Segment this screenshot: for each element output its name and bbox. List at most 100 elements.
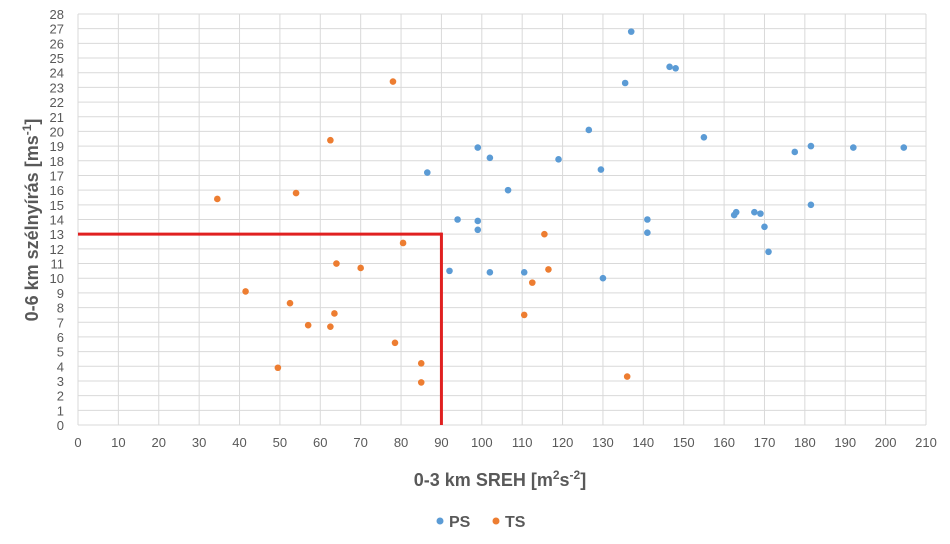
x-tick-label: 160 [713, 435, 735, 450]
y-tick-label: 25 [50, 51, 64, 66]
x-tick-label: 0 [74, 435, 81, 450]
point-ps [751, 208, 758, 216]
y-tick-label: 22 [50, 95, 64, 110]
y-tick-label: 28 [50, 7, 64, 22]
x-tick-label: 80 [394, 435, 408, 450]
point-ps [474, 226, 482, 234]
legend-marker-ps [436, 517, 444, 525]
point-ts [292, 189, 300, 197]
x-axis-title: 0-3 km SREH [m2s-2] [414, 468, 586, 490]
legend-marker-ts [492, 517, 500, 525]
x-tick-label: 110 [512, 435, 533, 450]
y-tick-label: 16 [50, 183, 64, 198]
point-ps [474, 217, 482, 225]
point-ts [520, 311, 528, 319]
y-tick-label: 4 [57, 359, 64, 374]
point-ps [757, 210, 764, 217]
y-tick-label: 15 [50, 198, 64, 213]
y-tick-label: 10 [50, 271, 64, 286]
point-ps [627, 28, 635, 35]
y-tick-label: 11 [51, 257, 65, 272]
x-tick-label: 130 [592, 435, 614, 450]
point-ts [286, 299, 294, 307]
point-ps [520, 269, 528, 276]
x-tick-label: 190 [834, 435, 856, 450]
point-ts [623, 373, 631, 380]
x-tick-label: 200 [875, 435, 897, 450]
point-ps [423, 169, 431, 176]
x-tick-label: 40 [232, 435, 246, 450]
point-ps [732, 208, 740, 216]
point-ps [850, 144, 857, 151]
y-tick-label: 0 [57, 418, 64, 433]
point-ts [357, 264, 364, 272]
y-tick-label: 13 [50, 227, 64, 242]
point-ps [599, 274, 607, 282]
point-ts [545, 266, 552, 273]
x-tick-label: 120 [552, 435, 574, 450]
point-ts [391, 339, 399, 347]
x-tick-label: 70 [353, 435, 367, 450]
point-ps [486, 269, 494, 276]
point-ps [504, 186, 512, 194]
x-tick-label: 10 [111, 435, 125, 450]
y-axis-ticks: 0123456789101112131415161718192021222324… [50, 7, 64, 433]
x-tick-label: 20 [152, 435, 166, 450]
y-axis-title: 0-6 km szélnyírás [ms-1] [20, 119, 42, 322]
point-ts [333, 260, 340, 267]
point-ps [597, 166, 605, 173]
legend: PS TS [436, 514, 526, 531]
legend-label-ps: PS [449, 514, 471, 531]
y-tick-label: 14 [50, 213, 64, 228]
y-tick-label: 26 [50, 36, 64, 51]
y-tick-label: 19 [50, 139, 64, 154]
y-tick-label: 27 [50, 22, 64, 37]
point-ps [761, 223, 768, 231]
y-tick-label: 23 [50, 80, 64, 95]
point-ps [791, 148, 799, 156]
y-tick-label: 24 [50, 66, 64, 81]
legend-label-ts: TS [505, 514, 526, 531]
x-tick-label: 50 [273, 435, 287, 450]
y-tick-label: 5 [57, 345, 64, 360]
point-ps [621, 79, 629, 87]
point-ts [274, 364, 282, 372]
x-axis-ticks: 0 10 20 30 40 50 60 70 80 90 100 110 120 130 140 150 160… [74, 435, 936, 450]
point-ps [700, 134, 708, 141]
x-tick-label: 170 [754, 435, 776, 450]
point-ts [399, 239, 407, 247]
y-tick-label: 8 [57, 301, 64, 316]
point-ts [541, 230, 548, 238]
point-ts [417, 360, 425, 367]
y-tick-label: 1 [57, 403, 64, 418]
x-tick-label: 180 [794, 435, 816, 450]
point-ts [327, 136, 334, 144]
y-tick-label: 9 [57, 286, 64, 301]
point-ts [304, 321, 312, 329]
point-ps [446, 267, 453, 275]
point-ts [214, 195, 221, 203]
point-ts [331, 310, 338, 317]
y-tick-label: 2 [57, 389, 64, 404]
point-ps [585, 126, 593, 134]
x-tick-label: 30 [192, 435, 206, 450]
x-tick-label: 210 [915, 435, 937, 450]
gridlines [77, 13, 927, 426]
point-ps [807, 201, 815, 209]
data-points [214, 28, 908, 386]
point-ps [555, 156, 562, 163]
y-tick-label: 3 [57, 374, 64, 389]
point-ts [528, 279, 536, 286]
point-ps [486, 154, 494, 162]
point-ps [454, 216, 461, 223]
y-tick-label: 7 [57, 315, 64, 330]
point-ps [474, 144, 482, 151]
x-tick-label: 90 [434, 435, 448, 450]
y-tick-label: 17 [50, 168, 64, 183]
x-tick-label: 140 [632, 435, 654, 450]
y-tick-label: 12 [50, 242, 64, 257]
point-ts [327, 323, 334, 330]
point-ts [242, 288, 249, 295]
point-ps [765, 248, 772, 256]
